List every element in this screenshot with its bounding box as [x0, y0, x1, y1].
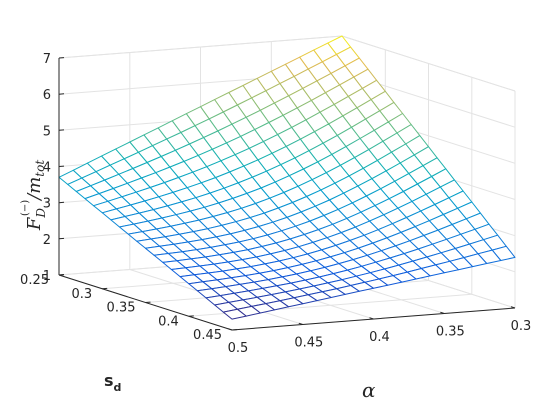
- z-tick-label: 4: [43, 161, 51, 176]
- z-axis-label-den-sub: tot: [33, 160, 47, 177]
- alpha-tick-mark: [369, 317, 374, 320]
- sd-axis-label: sd: [104, 371, 121, 394]
- alpha-tick-label: 0.35: [436, 325, 465, 340]
- alpha-axis-label: α: [362, 378, 376, 402]
- z-tick-label: 7: [43, 52, 51, 67]
- sd-tick-label: 0.45: [193, 328, 222, 343]
- sd-axis-label-main: s: [104, 371, 114, 390]
- z-tick-label: 1: [43, 269, 51, 284]
- surface-mesh: [58, 35, 516, 320]
- sd-tick-label: 0.4: [158, 314, 179, 329]
- sd-tick-label: 0.35: [107, 301, 136, 316]
- z-axis-label: FD(−)/mtot: [20, 160, 48, 232]
- z-tick-label: 5: [43, 124, 51, 139]
- alpha-tick-label: 0.4: [369, 330, 390, 345]
- alpha-tick-mark: [510, 306, 516, 309]
- sd-axis-label-sub: d: [114, 381, 122, 394]
- z-axis-label-sup: (−): [20, 200, 31, 216]
- z-tick-label: 2: [43, 233, 51, 248]
- surface-cell: [222, 308, 247, 320]
- alpha-tick-label: 0.3: [511, 319, 532, 334]
- z-tick-label: 3: [43, 197, 51, 212]
- z-axis-label-sub: D: [34, 208, 48, 219]
- alpha-tick-label: 0.5: [228, 341, 249, 356]
- alpha-tick-mark: [227, 328, 233, 331]
- alpha-tick-mark: [298, 322, 303, 325]
- alpha-tick-label: 0.45: [294, 336, 323, 351]
- alpha-tick-labels: 0.3 0.35 0.4 0.45 0.5: [227, 306, 532, 356]
- z-axis-label-den: /m: [24, 177, 45, 202]
- sd-tick-label: 0.3: [72, 287, 93, 302]
- z-axis-label-main: F: [24, 216, 45, 231]
- sd-tick-labels: 0.25 0.3 0.35 0.4 0.45: [20, 273, 238, 343]
- sd-tick-label: 0.25: [20, 273, 49, 288]
- z-tick-label: 6: [43, 88, 51, 103]
- alpha-tick-mark: [440, 311, 445, 314]
- z-tick-labels: 1 2 3 4 5 6 7: [43, 52, 65, 284]
